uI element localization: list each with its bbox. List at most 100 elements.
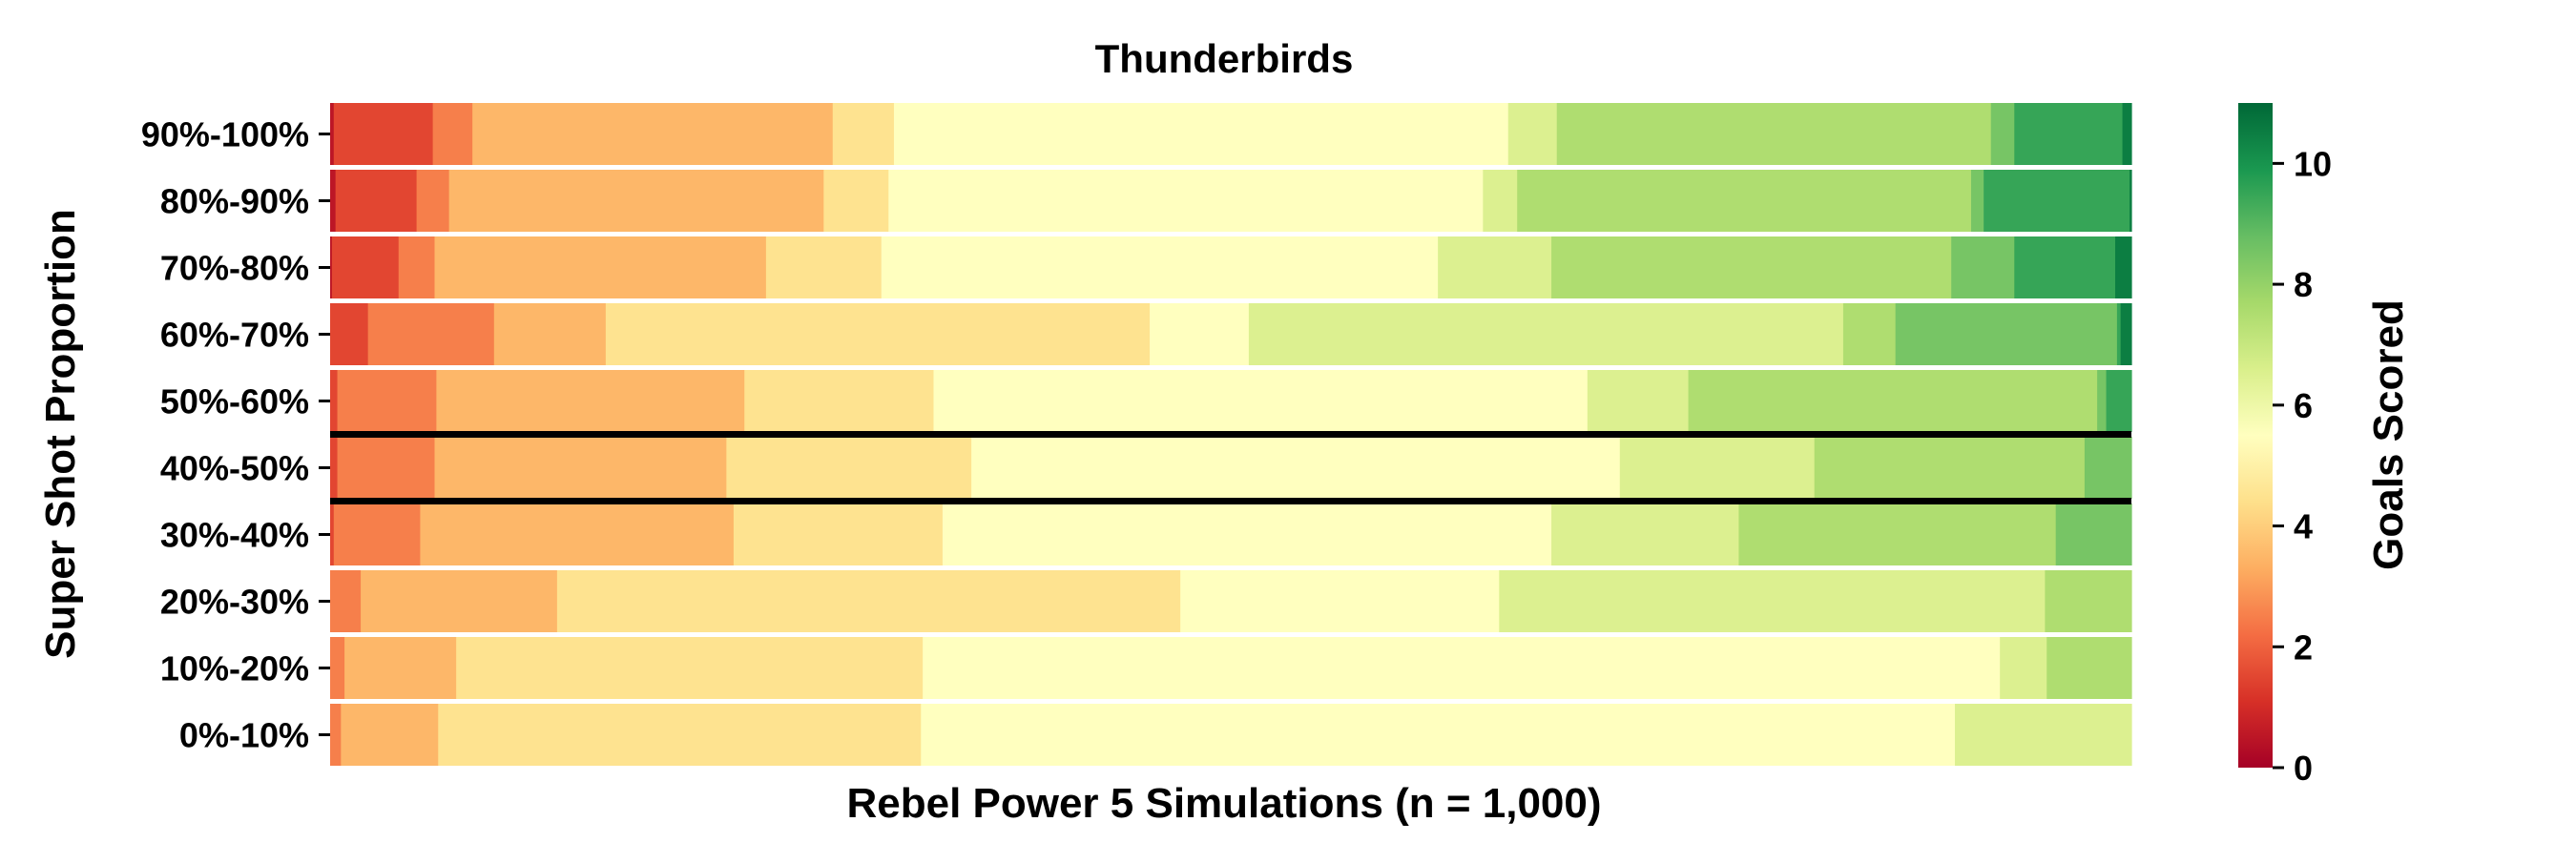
colorbar-tick-label: 0: [2294, 749, 2313, 788]
heatmap-row: [330, 437, 2132, 499]
heatmap-row: [330, 570, 2132, 632]
heatmap-cell: [2115, 236, 2132, 298]
heatmap-cell: [331, 236, 400, 298]
heatmap-cell: [893, 103, 1509, 165]
heatmap-cell: [1688, 370, 2098, 432]
heatmap-cell: [330, 570, 362, 632]
heatmap-cell: [330, 637, 345, 699]
colorbar-label: Goals Scored: [2365, 299, 2412, 570]
y-tick-label: 90%-100%: [141, 115, 309, 154]
heatmap-cell: [330, 503, 335, 565]
heatmap-cell: [1438, 236, 1552, 298]
heatmap-row: [330, 103, 2132, 165]
heatmap-cell: [765, 236, 883, 298]
heatmap-cell: [330, 236, 333, 298]
heatmap-cell: [361, 570, 558, 632]
colorbar-ticks: 0 2 4 6 8 10: [2273, 144, 2332, 788]
heatmap-row: [330, 370, 2132, 432]
heatmap-rows: [330, 103, 2132, 766]
heatmap-cell: [1248, 303, 1844, 365]
heatmap-cell: [2084, 437, 2132, 499]
heatmap-cell: [1507, 103, 1558, 165]
y-tick-label: 80%-90%: [160, 182, 309, 221]
heatmap-cell: [1738, 503, 2057, 565]
heatmap-cell: [1619, 437, 1816, 499]
heatmap-cell: [2122, 103, 2132, 165]
heatmap-cell: [1951, 236, 2015, 298]
heatmap-cell: [330, 437, 339, 499]
y-axis-label: Super Shot Proportion: [37, 209, 84, 659]
heatmap-cell: [432, 103, 473, 165]
heatmap-cell: [744, 370, 935, 432]
heatmap-cell: [2129, 170, 2132, 232]
heatmap-cell: [1483, 170, 1518, 232]
heatmap-cell: [1895, 303, 2118, 365]
heatmap-cell: [438, 704, 922, 766]
heatmap-cell: [344, 637, 457, 699]
heatmap-cell: [2000, 637, 2047, 699]
heatmap-cell: [456, 637, 924, 699]
heatmap-cell: [1814, 437, 2086, 499]
y-tick-label: 40%-50%: [160, 449, 309, 488]
heatmap-cell: [1970, 170, 1984, 232]
row-labels: 90%-100% 80%-90% 70%-80% 60%-70% 50%-60% 40%-…: [141, 115, 330, 755]
heatmap-cell: [333, 103, 434, 165]
heatmap-cell: [923, 637, 2001, 699]
heatmap-row: [330, 303, 2132, 365]
heatmap-cell: [434, 437, 727, 499]
heatmap-cell: [1984, 170, 2130, 232]
colorbar-tick-label: 8: [2294, 265, 2313, 304]
colorbar-tick-label: 10: [2294, 144, 2332, 183]
heatmap-cell: [971, 437, 1621, 499]
heatmap-cell: [605, 303, 1151, 365]
heatmap-cell: [1587, 370, 1690, 432]
heatmap-cell: [2014, 103, 2124, 165]
heatmap-cell: [2045, 570, 2132, 632]
highlight-lines: [330, 431, 2131, 504]
heatmap-cell: [2055, 503, 2132, 565]
heatmap-cell: [2046, 637, 2132, 699]
heatmap-cell: [1990, 103, 2015, 165]
heatmap-cell: [1556, 103, 1992, 165]
heatmap-row: [330, 503, 2132, 565]
heatmap-cell: [337, 370, 437, 432]
heatmap-cell: [933, 370, 1589, 432]
heatmap-cell: [330, 303, 369, 365]
heatmap-row: [330, 637, 2132, 699]
heatmap-cell: [2014, 236, 2116, 298]
y-tick-label: 50%-60%: [160, 382, 309, 421]
heatmap-cell: [823, 170, 889, 232]
heatmap-cell: [2106, 370, 2132, 432]
heatmap-cell: [881, 236, 1439, 298]
heatmap-cell: [367, 303, 495, 365]
heatmap-cell: [726, 437, 972, 499]
heatmap-cell: [472, 103, 834, 165]
heatmap-cell: [448, 170, 824, 232]
heatmap-cell: [556, 570, 1181, 632]
colorbar-tick-label: 4: [2294, 507, 2313, 546]
heatmap-cell: [1954, 704, 2132, 766]
heatmap-cell: [330, 704, 342, 766]
heatmap-cell: [2097, 370, 2108, 432]
heatmap-cell: [1551, 503, 1740, 565]
heatmap-row: [330, 704, 2132, 766]
y-tick-label: 60%-70%: [160, 316, 309, 355]
x-axis-label: Rebel Power 5 Simulations (n = 1,000): [846, 780, 1601, 827]
heatmap-cell: [493, 303, 607, 365]
heatmap-cell: [942, 503, 1552, 565]
heatmap-cell: [420, 503, 735, 565]
heatmap-cell: [2120, 303, 2132, 365]
heatmap-cell: [330, 170, 337, 232]
heatmap-cell: [337, 437, 436, 499]
heatmap-cell: [1842, 303, 1897, 365]
heatmap-cell: [416, 170, 450, 232]
heatmap-cell: [921, 704, 1956, 766]
y-tick-label: 0%-10%: [179, 716, 309, 755]
heatmap-cell: [330, 103, 335, 165]
heatmap-cell: [1180, 570, 1500, 632]
colorbar: [2238, 103, 2273, 768]
heatmap-cell: [1551, 236, 1952, 298]
y-tick-label: 70%-80%: [160, 249, 309, 288]
